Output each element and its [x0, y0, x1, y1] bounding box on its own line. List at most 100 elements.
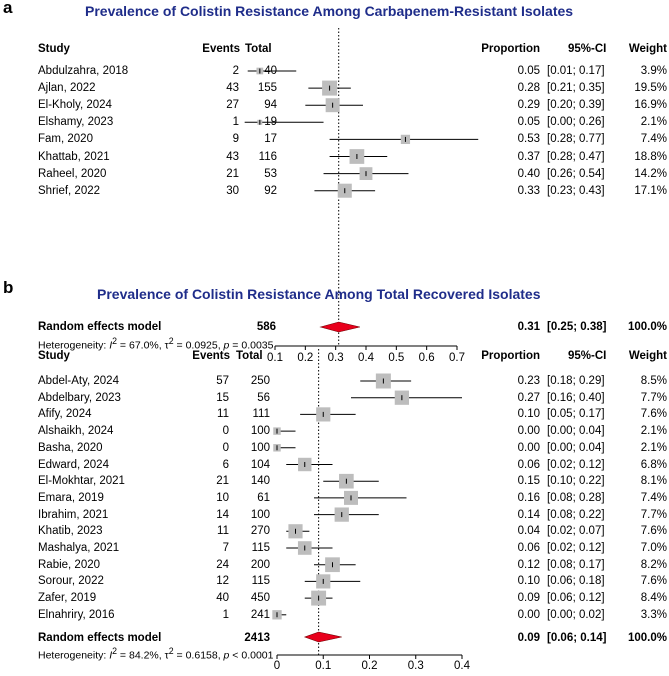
ci-value-b: [0.02; 0.07]	[547, 525, 605, 537]
ci-value-b: [0.00; 0.04]	[547, 442, 605, 454]
study-label-b: Khatib, 2023	[38, 525, 103, 537]
proportion-value-b: 0.23	[517, 375, 540, 387]
total-value-a: 53	[264, 168, 277, 180]
proportion-value-b: 0.04	[517, 525, 540, 537]
header-study-a: Study	[38, 43, 70, 55]
events-value-b: 0	[222, 442, 229, 454]
proportion-value-b: 0.10	[517, 408, 540, 420]
x-tick-label: 0.1	[267, 352, 283, 364]
ci-value-a: [0.20; 0.39]	[547, 99, 605, 111]
ci-value-b: [0.06; 0.12]	[547, 592, 605, 604]
weight-value-b: 7.6%	[640, 408, 667, 420]
weight-value-a: 18.8%	[634, 151, 667, 163]
study-label-b: Emara, 2019	[38, 492, 104, 504]
chart-title-b: Prevalence of Colistin Resistance Among …	[97, 286, 541, 302]
weight-value-b: 7.6%	[640, 525, 667, 537]
weight-value-a: 17.1%	[634, 185, 667, 197]
total-value-a: 116	[258, 151, 277, 163]
proportion-value-b: 0.09	[517, 592, 540, 604]
events-value-a: 27	[226, 99, 239, 111]
proportion-value-b: 0.00	[517, 425, 540, 437]
events-value-b: 40	[216, 592, 229, 604]
weight-value-b: 7.7%	[640, 392, 667, 404]
total-value-b: 241	[250, 609, 270, 621]
ci-value-a: [0.26; 0.54]	[547, 168, 605, 180]
panel-label-a: a	[3, 0, 13, 17]
proportion-value-a: 0.05	[517, 116, 540, 128]
total-value-b: 200	[250, 559, 270, 571]
x-tick-label: 0.1	[315, 660, 331, 672]
weight-value-b: 8.1%	[640, 475, 667, 487]
study-label-b: Basha, 2020	[38, 442, 103, 454]
total-value-a: 94	[264, 99, 277, 111]
study-label-a: Ajlan, 2022	[38, 82, 96, 94]
ci-value-b: [0.06; 0.18]	[547, 575, 605, 587]
weight-value-a: 16.9%	[634, 99, 667, 111]
total-value-b: 450	[250, 592, 270, 604]
header-ci-a: 95%-CI	[568, 43, 607, 55]
summary-label-b: Random effects model	[38, 632, 162, 644]
proportion-value-a: 0.37	[517, 151, 540, 163]
events-value-a: 43	[226, 151, 239, 163]
header-total-b: Total	[236, 350, 263, 362]
study-label-a: Shrief, 2022	[38, 185, 101, 197]
x-tick-label: 0.2	[362, 660, 378, 672]
ci-value-b: [0.02; 0.12]	[547, 542, 605, 554]
events-value-b: 0	[222, 425, 229, 437]
heterogeneity-b: Heterogeneity: I2 = 84.2%, τ2 = 0.6158, …	[38, 646, 274, 662]
study-label-b: El-Mokhtar, 2021	[38, 475, 125, 487]
total-value-b: 140	[250, 475, 270, 487]
x-tick-label: 0.3	[408, 660, 424, 672]
header-study-b: Study	[38, 350, 70, 362]
proportion-value-a: 0.53	[517, 133, 540, 145]
ci-value-b: [0.16; 0.40]	[547, 392, 605, 404]
events-value-b: 15	[216, 392, 229, 404]
summary-total-a: 586	[256, 321, 276, 333]
panel-label-b: b	[3, 278, 14, 297]
ci-value-a: [0.01; 0.17]	[547, 65, 605, 77]
weight-value-b: 7.6%	[640, 575, 667, 587]
pooled-diamond	[303, 631, 342, 643]
study-label-b: Sorour, 2022	[38, 575, 104, 587]
proportion-value-a: 0.29	[517, 99, 540, 111]
weight-value-b: 8.4%	[640, 592, 667, 604]
x-tick-label: 0.6	[419, 352, 435, 364]
study-label-a: Khattab, 2021	[38, 151, 110, 163]
weight-value-a: 2.1%	[640, 116, 667, 128]
events-value-b: 14	[216, 509, 229, 521]
ci-value-b: [0.08; 0.28]	[547, 492, 605, 504]
header-total-a: Total	[245, 43, 272, 55]
summary-weight-b: 100.0%	[627, 632, 667, 644]
study-label-b: Edward, 2024	[38, 459, 109, 471]
heterogeneity-a: Heterogeneity: I2 = 67.0%, τ2 = 0.0925, …	[38, 336, 274, 352]
total-value-b: 250	[250, 375, 270, 387]
events-value-b: 11	[217, 408, 229, 420]
total-value-b: 56	[257, 392, 270, 404]
x-tick-label: 0.5	[388, 352, 404, 364]
ci-value-b: [0.02; 0.12]	[547, 459, 605, 471]
proportion-value-b: 0.00	[517, 442, 540, 454]
ci-value-b: [0.18; 0.29]	[547, 375, 605, 387]
header-weight-a: Weight	[628, 43, 667, 55]
total-value-b: 115	[251, 542, 270, 554]
ci-value-a: [0.28; 0.47]	[547, 151, 605, 163]
pooled-diamond	[319, 321, 361, 333]
weight-value-b: 3.3%	[640, 609, 667, 621]
proportion-value-b: 0.16	[517, 492, 540, 504]
weight-value-b: 6.8%	[640, 459, 667, 471]
total-value-b: 100	[250, 442, 270, 454]
weight-value-b: 2.1%	[640, 442, 667, 454]
total-value-b: 111	[252, 408, 270, 420]
ci-value-b: [0.08; 0.22]	[547, 509, 605, 521]
study-label-b: Alshaikh, 2024	[38, 425, 114, 437]
total-value-a: 17	[264, 133, 277, 145]
proportion-value-b: 0.12	[517, 559, 540, 571]
proportion-value-b: 0.27	[517, 392, 540, 404]
events-value-a: 43	[226, 82, 239, 94]
study-label-b: Ibrahim, 2021	[38, 509, 109, 521]
proportion-value-a: 0.28	[517, 82, 540, 94]
study-label-a: Abdulzahra, 2018	[38, 65, 129, 77]
summary-weight-a: 100.0%	[627, 321, 667, 333]
weight-value-b: 2.1%	[640, 425, 667, 437]
